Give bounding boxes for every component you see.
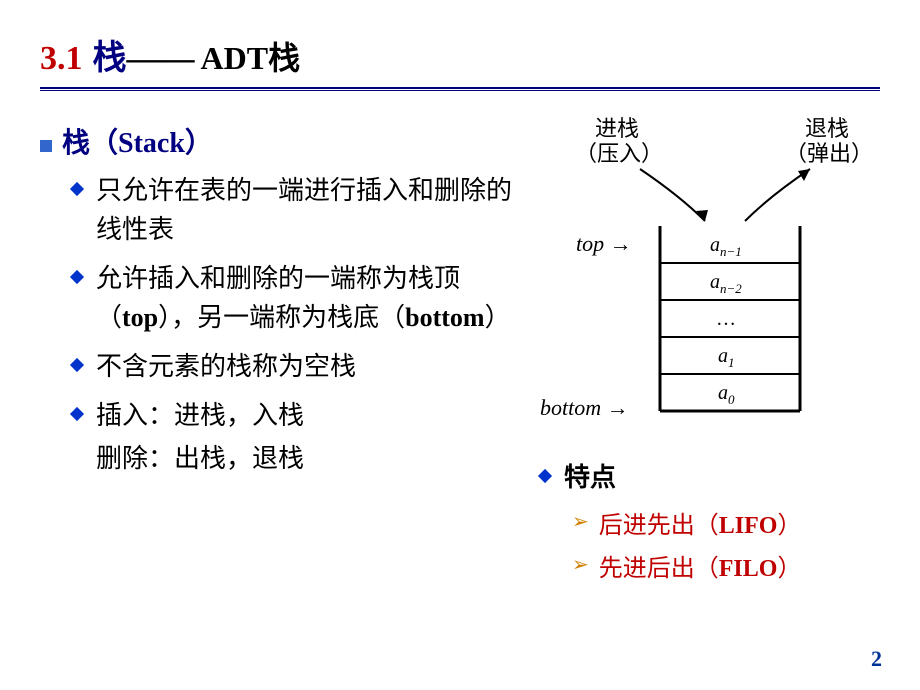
left-column: 栈（Stack） 只允许在表的一端进行插入和删除的线性表 允许插入和删除的一端称… [40, 121, 520, 583]
svg-text:an−1: an−1 [710, 234, 742, 259]
bullet-item: 允许插入和删除的一端称为栈顶（top），另一端称为栈底（bottom） [72, 259, 520, 337]
diamond-bullet-icon [70, 270, 84, 284]
square-bullet-icon [40, 140, 52, 152]
push-label: 进栈 [595, 116, 639, 141]
bullet-text: 允许插入和删除的一端称为栈顶（top），另一端称为栈底（bottom） [96, 259, 520, 337]
diamond-bullet-icon [70, 182, 84, 196]
heading-stack: 栈（Stack） [40, 121, 520, 161]
svg-text:（压入）: （压入） [575, 141, 663, 166]
right-column: 进栈 （压入） 退栈 （弹出） [540, 121, 880, 583]
pop-label: 退栈 [805, 116, 849, 141]
chevron-icon: ➢ [572, 509, 589, 540]
diamond-bullet-icon [70, 358, 84, 372]
feature-item: ➢ 先进后出（FILO） [572, 548, 880, 583]
push-arrow-icon [640, 169, 705, 221]
features-heading: 特点 [540, 458, 880, 497]
bullet-item: 不含元素的栈称为空栈 [72, 347, 520, 386]
top-pointer: top → [576, 231, 632, 256]
pop-arrow-icon [745, 169, 810, 221]
title-underline [40, 87, 880, 91]
svg-text:a0: a0 [718, 382, 735, 407]
title-number: 3.1 [40, 40, 83, 78]
stack-diagram: 进栈 （压入） 退栈 （弹出） [540, 111, 880, 446]
slide-title: 3.1 栈—— ADT栈 [40, 30, 880, 79]
stack-box: an−1 an−2 … a1 a0 [660, 226, 800, 411]
title-sub: ADT栈 [201, 33, 301, 79]
feature-item: ➢ 后进先出（LIFO） [572, 505, 880, 540]
bullet-item: 插入：进栈，入栈 [72, 396, 520, 435]
page-number: 2 [871, 646, 882, 672]
svg-text:an−2: an−2 [710, 271, 742, 296]
title-main: 栈—— [93, 30, 195, 79]
svg-text:a1: a1 [718, 345, 735, 370]
slide: 3.1 栈—— ADT栈 栈（Stack） 只允许在表的一端进行插入和删除的线性… [0, 0, 920, 690]
bullet-item: 只允许在表的一端进行插入和删除的线性表 [72, 171, 520, 249]
bullet-subline: 删除：出栈，退栈 [96, 439, 520, 478]
svg-text:（弹出）: （弹出） [785, 141, 873, 166]
svg-text:…: … [716, 308, 736, 330]
diamond-bullet-icon [538, 469, 552, 483]
bottom-pointer: bottom → [540, 395, 629, 420]
diamond-bullet-icon [70, 407, 84, 421]
chevron-icon: ➢ [572, 552, 589, 583]
features-block: 特点 ➢ 后进先出（LIFO） ➢ 先进后出（FILO） [540, 458, 880, 583]
content-row: 栈（Stack） 只允许在表的一端进行插入和删除的线性表 允许插入和删除的一端称… [40, 121, 880, 583]
